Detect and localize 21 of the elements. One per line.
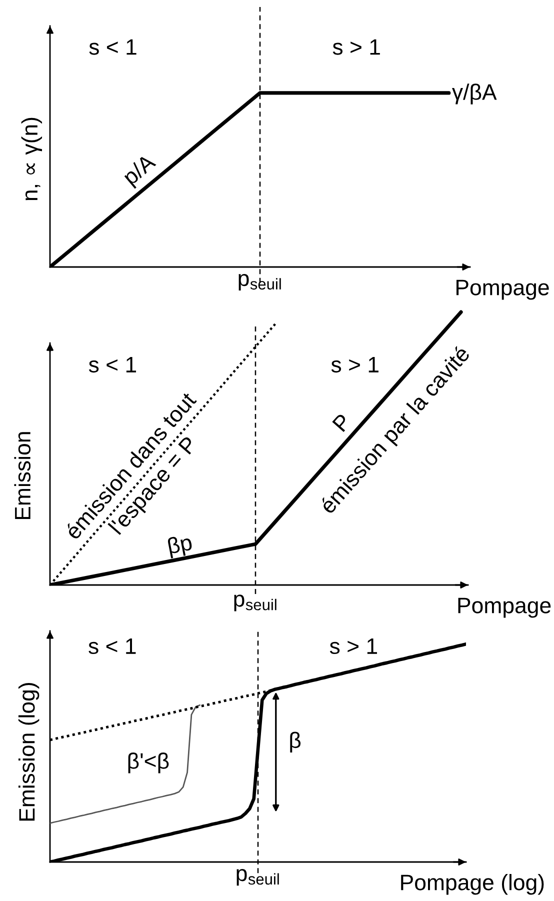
y-axis-title: Emission (log)	[18, 683, 40, 821]
y-axis-title: n, ∝ γ(n)	[21, 118, 42, 200]
annotation: β'<β	[128, 752, 169, 774]
y-axis-title: Emission	[14, 432, 31, 520]
annotation: P	[332, 413, 352, 432]
x-axis-title: Pompage	[458, 598, 551, 618]
x-axis-title: Pompage	[456, 280, 549, 300]
annotation: s < 1	[88, 357, 136, 373]
text: p$_{seuil}$	[238, 274, 281, 290]
annotation: s < 1	[88, 638, 136, 654]
annotation: s > 1	[331, 357, 378, 373]
text: s > 1	[332, 39, 380, 55]
text: s < 1	[89, 39, 136, 55]
annotation: γ/βA	[452, 84, 497, 104]
annotation: p/A	[122, 152, 160, 189]
annotation: β	[290, 732, 301, 752]
annotation: βp	[167, 534, 194, 558]
annotation: s > 1	[330, 638, 377, 654]
text: p$_{seuil}$	[234, 594, 276, 612]
x-axis-title: Pompage (log)	[401, 874, 544, 895]
text: p$_{seuil}$	[236, 869, 279, 886]
